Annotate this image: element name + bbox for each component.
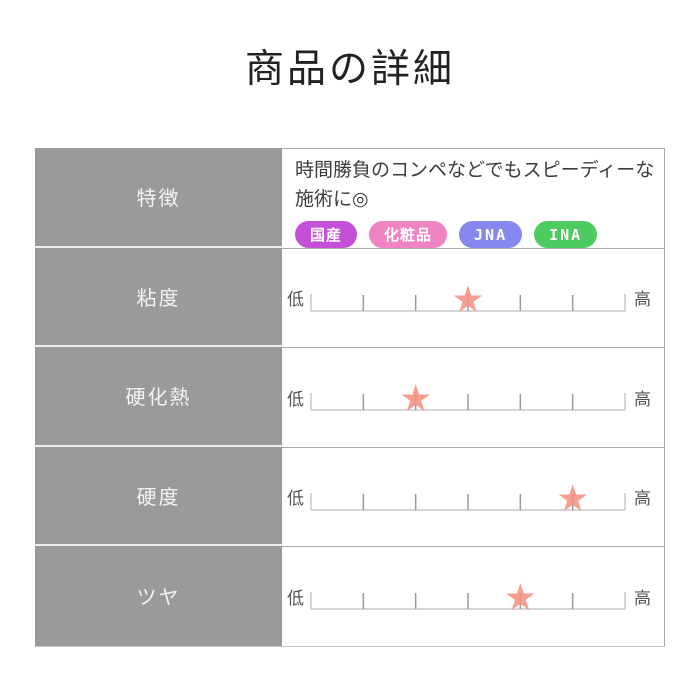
table-row-feature: 特徴 時間勝負のコンペなどでもスピーディーな施術に◎ 国産 化粧品 JNA IN… [35, 148, 665, 248]
scale-high-label: 高 [634, 588, 651, 608]
product-spec-table: 特徴 時間勝負のコンペなどでもスピーディーな施術に◎ 国産 化粧品 JNA IN… [35, 148, 665, 647]
rating-scale-gloss: 低 ★ 高 [287, 567, 651, 625]
table-row-viscosity: 粘度 低 ★ 高 [35, 247, 665, 347]
page-title: 商品の詳細 [244, 48, 455, 91]
feature-value-cell: 時間勝負のコンペなどでもスピーディーな施術に◎ 国産 化粧品 JNA INA [282, 148, 665, 248]
row-label-hardness: 硬度 [35, 446, 282, 546]
scale-high-label: 高 [634, 290, 651, 310]
rating-scale-svg: ★ [310, 576, 626, 619]
row-label-feature: 特徴 [35, 148, 282, 248]
gloss-value-cell: 低 ★ 高 [282, 546, 665, 646]
scale-low-label: 低 [287, 290, 304, 310]
rating-scale-curing-heat: 低 ★ 高 [287, 368, 651, 426]
svg-text:★: ★ [556, 477, 589, 520]
row-label-viscosity: 粘度 [35, 247, 282, 347]
badge-ina: INA [534, 221, 598, 248]
rating-scale-viscosity: 低 ★ 高 [287, 269, 651, 327]
svg-text:★: ★ [451, 278, 484, 321]
hardness-value-cell: 低 ★ 高 [282, 446, 665, 546]
table-row-hardness: 硬度 低 ★ 高 [35, 446, 665, 546]
feature-description: 時間勝負のコンペなどでもスピーディーな施術に◎ [295, 160, 655, 210]
scale-low-label: 低 [287, 389, 304, 409]
scale-high-label: 高 [634, 389, 651, 409]
row-label-curing-heat: 硬化熱 [35, 347, 282, 447]
viscosity-value-cell: 低 ★ 高 [282, 247, 665, 347]
curing-heat-value-cell: 低 ★ 高 [282, 347, 665, 447]
badge-domestic: 国産 [295, 221, 358, 248]
scale-high-label: 高 [634, 489, 651, 509]
row-label-gloss: ツヤ [35, 546, 282, 646]
badge-row: 国産 化粧品 JNA INA [295, 221, 658, 248]
rating-scale-svg: ★ [310, 377, 626, 420]
rating-scale-hardness: 低 ★ 高 [287, 468, 651, 526]
table-row-gloss: ツヤ 低 ★ 高 [35, 546, 665, 646]
svg-text:★: ★ [399, 377, 432, 420]
svg-text:★: ★ [504, 576, 537, 619]
badge-cosmetic: 化粧品 [369, 221, 448, 248]
table-row-curing-heat: 硬化熱 低 ★ 高 [35, 347, 665, 447]
rating-scale-svg: ★ [310, 477, 626, 520]
scale-low-label: 低 [287, 489, 304, 509]
scale-low-label: 低 [287, 588, 304, 608]
badge-jna: JNA [459, 221, 523, 248]
rating-scale-svg: ★ [310, 278, 626, 321]
